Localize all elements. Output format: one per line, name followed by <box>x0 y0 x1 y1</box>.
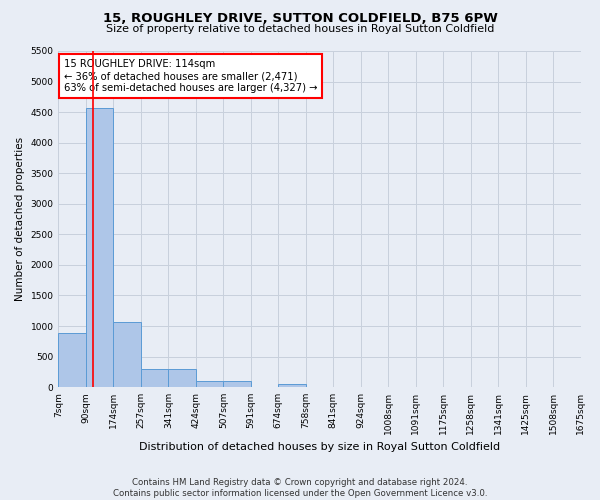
Bar <box>223 382 251 387</box>
Bar <box>141 370 169 387</box>
Bar <box>169 370 196 387</box>
Y-axis label: Number of detached properties: Number of detached properties <box>15 137 25 301</box>
Bar <box>58 334 86 387</box>
Bar <box>196 382 223 387</box>
Bar <box>113 322 141 387</box>
Text: 15, ROUGHLEY DRIVE, SUTTON COLDFIELD, B75 6PW: 15, ROUGHLEY DRIVE, SUTTON COLDFIELD, B7… <box>103 12 497 26</box>
Bar <box>86 108 113 387</box>
X-axis label: Distribution of detached houses by size in Royal Sutton Coldfield: Distribution of detached houses by size … <box>139 442 500 452</box>
Bar <box>278 384 306 387</box>
Text: 15 ROUGHLEY DRIVE: 114sqm
← 36% of detached houses are smaller (2,471)
63% of se: 15 ROUGHLEY DRIVE: 114sqm ← 36% of detac… <box>64 60 317 92</box>
Text: Size of property relative to detached houses in Royal Sutton Coldfield: Size of property relative to detached ho… <box>106 24 494 34</box>
Text: Contains HM Land Registry data © Crown copyright and database right 2024.
Contai: Contains HM Land Registry data © Crown c… <box>113 478 487 498</box>
